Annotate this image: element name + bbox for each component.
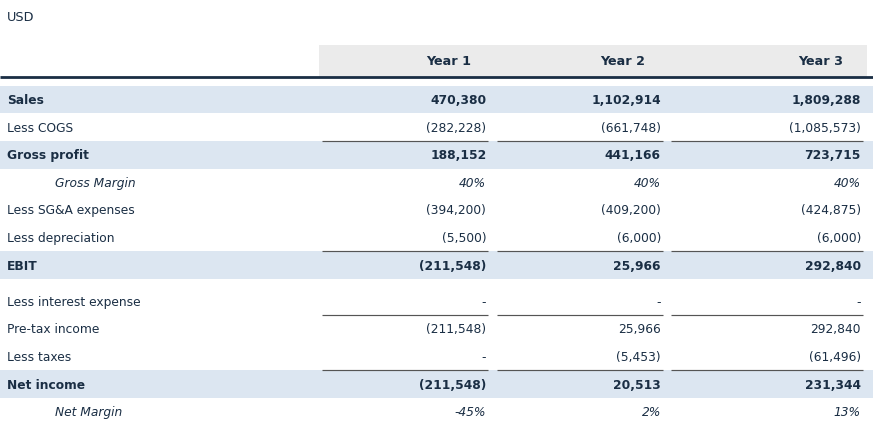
Text: 470,380: 470,380: [430, 94, 486, 107]
Text: 40%: 40%: [634, 177, 661, 189]
Text: Year 3: Year 3: [798, 56, 843, 68]
Text: (6,000): (6,000): [616, 232, 661, 244]
Text: Less SG&A expenses: Less SG&A expenses: [7, 204, 134, 217]
Text: 1,809,288: 1,809,288: [792, 94, 861, 107]
Text: (394,200): (394,200): [426, 204, 486, 217]
FancyBboxPatch shape: [0, 252, 873, 279]
Text: (282,228): (282,228): [426, 122, 486, 134]
Text: Gross Margin: Gross Margin: [55, 177, 135, 189]
Text: 20,513: 20,513: [613, 378, 661, 391]
Text: 2%: 2%: [642, 405, 661, 418]
Text: Net income: Net income: [7, 378, 85, 391]
Text: (1,085,573): (1,085,573): [789, 122, 861, 134]
Text: 40%: 40%: [834, 177, 861, 189]
Text: (424,875): (424,875): [801, 204, 861, 217]
Text: 188,152: 188,152: [430, 149, 486, 162]
Text: 292,840: 292,840: [810, 322, 861, 335]
Text: Less COGS: Less COGS: [7, 122, 73, 134]
Text: (661,748): (661,748): [601, 122, 661, 134]
Text: (211,548): (211,548): [419, 259, 486, 272]
Text: 723,715: 723,715: [805, 149, 861, 162]
Text: 25,966: 25,966: [614, 259, 661, 272]
FancyBboxPatch shape: [0, 370, 873, 398]
Text: 25,966: 25,966: [618, 322, 661, 335]
Text: 40%: 40%: [459, 177, 486, 189]
Text: 292,840: 292,840: [805, 259, 861, 272]
Text: Year 1: Year 1: [426, 56, 471, 68]
Text: (211,548): (211,548): [419, 378, 486, 391]
Text: (211,548): (211,548): [426, 322, 486, 335]
Text: 441,166: 441,166: [605, 149, 661, 162]
Text: Gross profit: Gross profit: [7, 149, 89, 162]
Text: Less taxes: Less taxes: [7, 350, 72, 363]
Text: Net Margin: Net Margin: [55, 405, 122, 418]
Text: 231,344: 231,344: [805, 378, 861, 391]
Text: (5,500): (5,500): [442, 232, 486, 244]
Text: -: -: [482, 350, 486, 363]
Text: (5,453): (5,453): [616, 350, 661, 363]
Text: Sales: Sales: [7, 94, 44, 107]
FancyBboxPatch shape: [0, 141, 873, 169]
Text: Less depreciation: Less depreciation: [7, 232, 114, 244]
Text: Year 2: Year 2: [601, 56, 645, 68]
Text: USD: USD: [7, 11, 35, 24]
Text: Less interest expense: Less interest expense: [7, 295, 141, 308]
Text: (6,000): (6,000): [816, 232, 861, 244]
Text: -: -: [856, 295, 861, 308]
Text: (61,496): (61,496): [808, 350, 861, 363]
Text: 13%: 13%: [834, 405, 861, 418]
Text: -: -: [482, 295, 486, 308]
Text: -: -: [656, 295, 661, 308]
FancyBboxPatch shape: [319, 46, 867, 78]
FancyBboxPatch shape: [0, 86, 873, 114]
Text: 1,102,914: 1,102,914: [591, 94, 661, 107]
Text: Pre-tax income: Pre-tax income: [7, 322, 100, 335]
Text: -45%: -45%: [455, 405, 486, 418]
Text: EBIT: EBIT: [7, 259, 38, 272]
Text: (409,200): (409,200): [601, 204, 661, 217]
